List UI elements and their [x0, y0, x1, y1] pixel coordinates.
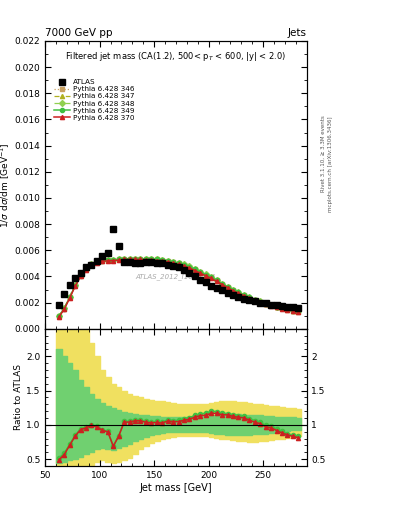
X-axis label: Jet mass [GeV]: Jet mass [GeV] — [140, 482, 212, 493]
Text: 7000 GeV pp: 7000 GeV pp — [45, 28, 113, 38]
Text: mcplots.cern.ch [arXiv:1306.3436]: mcplots.cern.ch [arXiv:1306.3436] — [328, 116, 333, 211]
Y-axis label: Ratio to ATLAS: Ratio to ATLAS — [14, 365, 23, 431]
Text: Filtered jet mass (CA(1.2), 500< p$_T$ < 600, |y| < 2.0): Filtered jet mass (CA(1.2), 500< p$_T$ <… — [65, 50, 286, 62]
Text: Rivet 3.1.10, ≥ 3.3M events: Rivet 3.1.10, ≥ 3.3M events — [320, 115, 325, 192]
Text: ATLAS_2012_I1094564: ATLAS_2012_I1094564 — [136, 273, 216, 281]
Text: Jets: Jets — [288, 28, 307, 38]
Legend: ATLAS, Pythia 6.428 346, Pythia 6.428 347, Pythia 6.428 348, Pythia 6.428 349, P: ATLAS, Pythia 6.428 346, Pythia 6.428 34… — [54, 79, 134, 121]
Y-axis label: 1/$\sigma$ d$\sigma$/dm [GeV$^{-1}$]: 1/$\sigma$ d$\sigma$/dm [GeV$^{-1}$] — [0, 142, 12, 228]
